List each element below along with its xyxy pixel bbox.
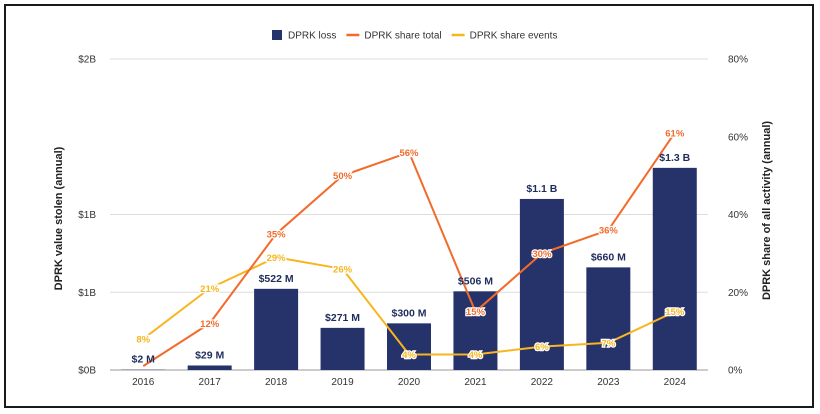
bar-value-label: $522 M (259, 273, 294, 285)
y-right-axis-title: DPRK share of all activity (annual) (761, 121, 773, 300)
line-point-label: 21% (200, 284, 220, 295)
line-point-label: 12% (200, 319, 220, 330)
line-point-label: 8% (136, 334, 150, 345)
line-point-label: 56% (399, 148, 419, 159)
y-left-axis-title: DPRK value stolen (annual) (53, 146, 65, 290)
bar-value-label: $300 M (391, 307, 426, 319)
line-point-label: 15% (665, 307, 685, 318)
bar-value-label: $271 M (325, 312, 360, 324)
x-tick-label: 2016 (132, 377, 155, 388)
x-tick-label: 2023 (597, 377, 620, 388)
bar-value-label: $29 M (195, 349, 224, 361)
bar-value-label: $660 M (591, 251, 626, 263)
legend-label: DPRK share events (470, 31, 558, 42)
line-point-label: 7% (601, 338, 615, 349)
y-right-tick-label: 20% (728, 288, 748, 299)
axes: $0B $1B $1B $2B 0% 20% 40% 60% 80% 2016 2017 2018 20… (53, 55, 773, 389)
legend-label: DPRK share total (364, 31, 441, 42)
x-tick-label: 2020 (398, 377, 421, 388)
bar (652, 167, 697, 370)
y-right-tick-label: 60% (728, 132, 748, 143)
y-left-tick-label: $1B (78, 210, 96, 221)
line-point-label: 29% (267, 253, 287, 264)
bar (320, 327, 365, 370)
legend-swatch-bar (272, 30, 282, 40)
line-point-label: 50% (333, 171, 353, 182)
x-tick-label: 2018 (265, 377, 288, 388)
line-point-label: 4% (402, 350, 416, 361)
bar-value-label: $506 M (458, 275, 493, 287)
y-right-tick-label: 80% (728, 55, 748, 66)
line-point-label: 36% (599, 226, 619, 237)
line-point-label: 30% (532, 249, 552, 260)
bar (519, 198, 564, 370)
y-left-tick-label: $2B (78, 55, 96, 66)
legend: DPRK loss DPRK share total DPRK share even… (272, 30, 557, 42)
y-left-tick-label: $0B (78, 366, 96, 377)
legend-label: DPRK loss (288, 31, 336, 42)
bar-value-label: $1.3 B (659, 152, 690, 164)
line-point-label: 26% (333, 264, 353, 275)
y-right-tick-label: 40% (728, 210, 748, 221)
bar (187, 365, 232, 370)
bar-series-dprk-loss (121, 167, 697, 370)
x-tick-label: 2024 (664, 377, 687, 388)
line-point-label: 35% (267, 229, 287, 240)
bar (387, 323, 431, 370)
line-point-label: 4% (469, 350, 483, 361)
bar (453, 291, 498, 370)
bar (586, 267, 631, 370)
line-point-label: 15% (466, 307, 486, 318)
y-right-tick-label: 0% (728, 366, 743, 377)
x-tick-label: 2017 (199, 377, 222, 388)
line-dprk-share-events (142, 256, 676, 356)
line-point-label: 6% (535, 342, 549, 353)
line-dprk-share-total (142, 132, 676, 367)
bar-value-label: $2 M (132, 354, 156, 366)
y-left-tick-label: $1B (78, 288, 96, 299)
bar-value-label: $1.1 B (526, 183, 557, 195)
x-tick-label: 2021 (464, 377, 487, 388)
x-tick-label: 2019 (331, 377, 354, 388)
bar (254, 288, 299, 370)
line-series (142, 132, 676, 367)
line-point-label: 61% (665, 128, 685, 139)
x-tick-label: 2022 (531, 377, 554, 388)
data-labels: $2 M $29 M $522 M $271 M $300 M $506 M $1.1 B $… (132, 127, 691, 366)
